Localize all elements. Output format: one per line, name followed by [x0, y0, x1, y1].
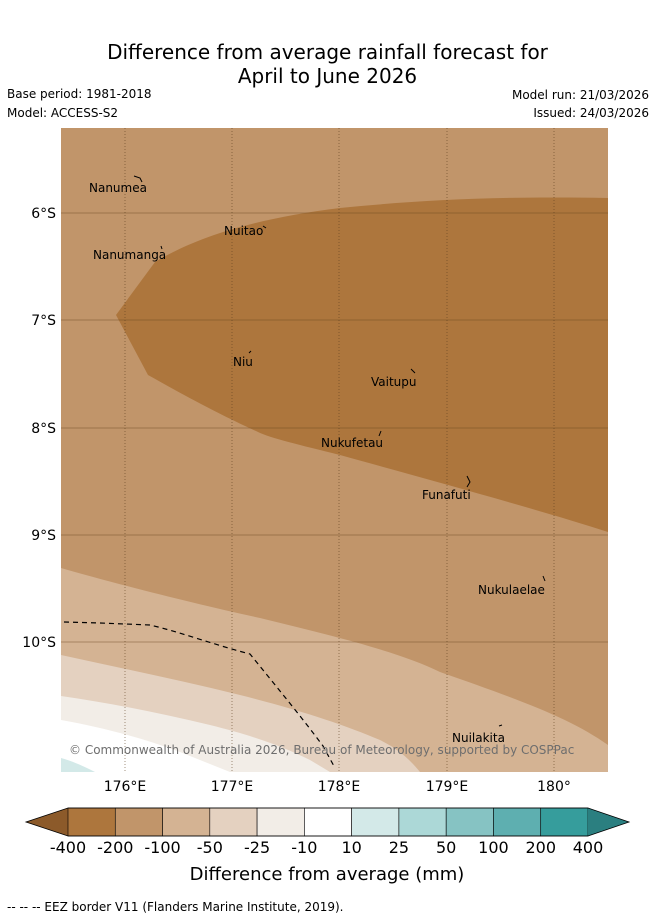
colorbar-labels: -400 -200 -100 -50 -25 -10 10 25 50 100 …: [50, 838, 603, 857]
colorbar-segment: [162, 807, 211, 837]
island-nukufetau: [378, 430, 382, 437]
lon-label-178e: 178°E: [318, 779, 361, 795]
title-line-2: April to June 2026: [237, 64, 418, 88]
rainfall-anomaly-map: Nanumea Nuitao Nanumanga Niu Vaitupu Nuk…: [61, 128, 608, 772]
colorbar-segment: [351, 807, 400, 837]
island-nanumea: [133, 175, 143, 183]
copyright-notice: © Commonwealth of Australia 2026, Bureau…: [69, 743, 574, 757]
colorbar-label: -100: [144, 838, 180, 857]
base-period: Base period: 1981-2018: [7, 87, 152, 101]
colorbar-label: 200: [525, 838, 556, 857]
eez-border: [63, 621, 336, 769]
lon-gridlines: [124, 128, 555, 772]
place-label-nuilakita: Nuilakita: [452, 731, 505, 745]
colorbar-label: 100: [478, 838, 509, 857]
lon-label-177e: 177°E: [211, 779, 254, 795]
lat-axis: 6°S 7°S 8°S 9°S 10°S: [22, 206, 56, 651]
colorbar-label: -50: [197, 838, 223, 857]
colorbar-label: -10: [291, 838, 317, 857]
colorbar-label: -25: [244, 838, 270, 857]
lat-gridlines: [61, 212, 608, 643]
colorbar-title: Difference from average (mm): [190, 864, 465, 885]
colorbar-segment: [256, 807, 305, 837]
colorbar-segment: [445, 807, 494, 837]
island-vaitupu: [410, 368, 416, 374]
lat-label-7s: 7°S: [31, 313, 56, 329]
island-funafuti: [466, 475, 471, 488]
colorbar: -400 -200 -100 -50 -25 -10 10 25 50 100 …: [24, 807, 631, 885]
model-run: Model run: 21/03/2026: [511, 88, 649, 102]
lon-axis: 176°E 177°E 178°E 179°E 180°: [104, 779, 571, 795]
colorbar-label: 25: [389, 838, 409, 857]
place-label-nanumanga: Nanumanga: [93, 248, 166, 262]
colorbar-segments: [67, 807, 589, 837]
colorbar-segment: [114, 807, 163, 837]
place-label-funafuti: Funafuti: [422, 488, 471, 502]
island-outlines: [133, 175, 546, 727]
lon-label-176e: 176°E: [104, 779, 147, 795]
island-niu: [248, 350, 252, 354]
zone-plus10: [61, 758, 95, 772]
place-labels: Nanumea Nuitao Nanumanga Niu Vaitupu Nuk…: [89, 181, 545, 745]
place-label-vaitupu: Vaitupu: [371, 375, 417, 389]
colorbar-extend-low: [26, 808, 68, 836]
colorbar-label: -400: [50, 838, 86, 857]
eez-footnote: -- -- -- EEZ border V11 (Flanders Marine…: [7, 900, 344, 914]
lat-label-8s: 8°S: [31, 421, 56, 437]
colorbar-segment: [540, 807, 589, 837]
lon-label-180: 180°: [537, 779, 571, 795]
place-label-nukulaelae: Nukulaelae: [478, 583, 545, 597]
colorbar-label: -200: [97, 838, 133, 857]
island-nuitao: [262, 225, 267, 229]
issued-date: Issued: 24/03/2026: [533, 106, 649, 120]
colorbar-label: 400: [573, 838, 604, 857]
island-nukulaelae: [542, 575, 546, 582]
island-nanumanga: [160, 245, 163, 250]
title-line-1: Difference from average rainfall forecas…: [107, 40, 548, 64]
colorbar-segment: [398, 807, 447, 837]
model-name: Model: ACCESS-S2: [7, 106, 119, 120]
lat-label-10s: 10°S: [22, 635, 56, 651]
colorbar-label: 10: [341, 838, 361, 857]
zone-neutral: [61, 720, 230, 772]
place-label-nanumea: Nanumea: [89, 181, 147, 195]
chart-title: Difference from average rainfall forecas…: [0, 40, 655, 88]
island-nuilakita: [498, 724, 503, 727]
lon-label-179e: 179°E: [426, 779, 469, 795]
colorbar-segment: [67, 807, 116, 837]
lat-label-9s: 9°S: [31, 528, 56, 544]
zone-minus200: [116, 197, 608, 532]
place-label-nukufetau: Nukufetau: [321, 436, 383, 450]
lat-label-6s: 6°S: [31, 206, 56, 222]
place-label-niu: Niu: [233, 355, 253, 369]
place-label-nuitao: Nuitao: [224, 224, 263, 238]
colorbar-segment: [209, 807, 258, 837]
colorbar-segment: [304, 807, 352, 837]
colorbar-label: 50: [436, 838, 456, 857]
colorbar-segment: [493, 807, 542, 837]
colorbar-extend-high: [588, 808, 629, 836]
colorbar-outline: [24, 807, 631, 837]
